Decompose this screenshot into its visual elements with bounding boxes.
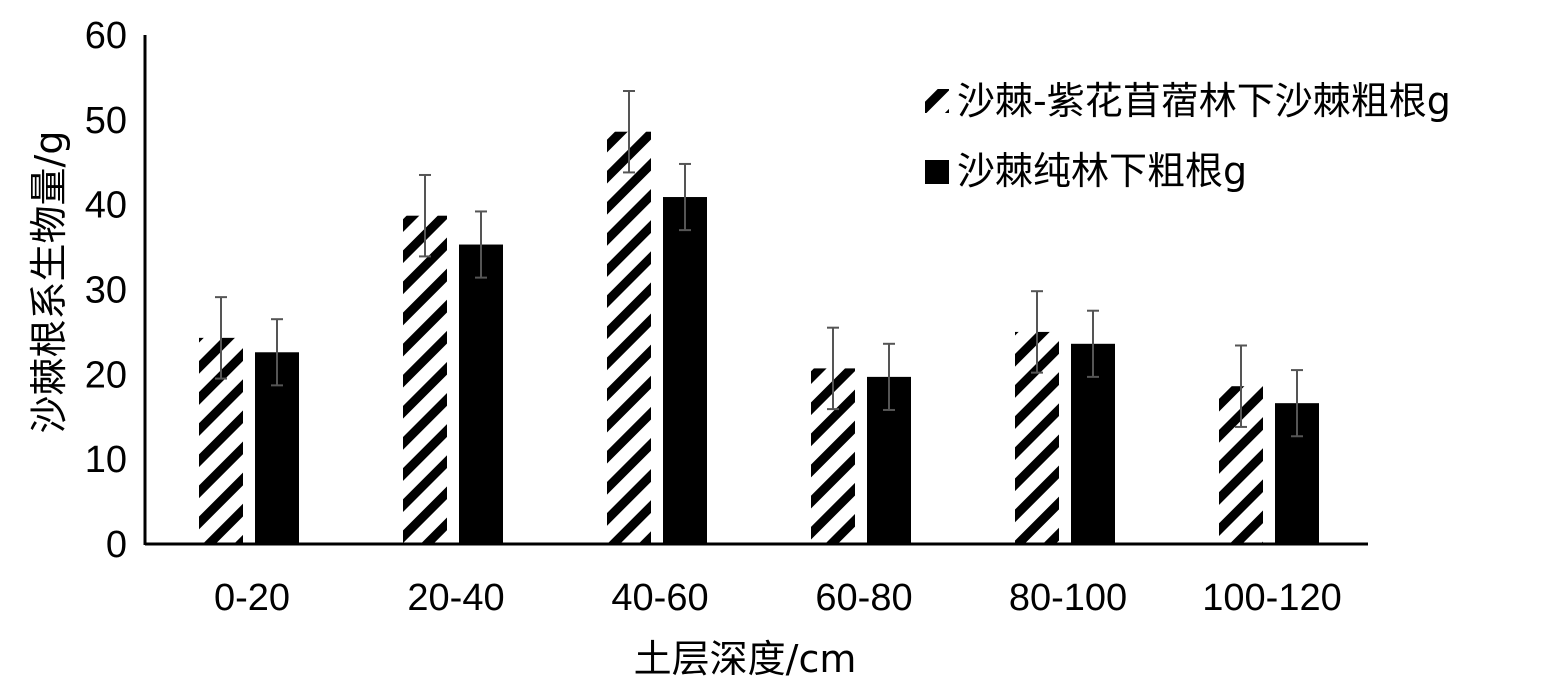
error-bar-mixed-stand	[827, 326, 839, 411]
error-bar-pure-stand	[883, 342, 895, 411]
y-tick-label: 30	[85, 270, 127, 312]
bar-pure-stand	[663, 197, 707, 544]
y-tick-label: 40	[85, 185, 127, 227]
x-tick-label: 0-20	[214, 577, 290, 619]
legend-swatch-hatched	[925, 89, 949, 113]
legend-label-mixed: 沙棘-紫花苜蓿林下沙棘粗根g	[957, 79, 1451, 123]
y-tick-label: 10	[85, 439, 127, 481]
error-bar-pure-stand	[679, 162, 691, 232]
y-tick-label: 60	[85, 15, 127, 57]
error-bar-mixed-stand	[1235, 344, 1247, 428]
legend: 沙棘-紫花苜蓿林下沙棘粗根g 沙棘纯林下粗根g	[925, 79, 1451, 193]
bar-pure-stand	[459, 244, 503, 544]
error-bar-mixed-stand	[1031, 290, 1043, 374]
plot-area	[199, 89, 1319, 544]
bar-mixed-stand	[403, 215, 447, 544]
axes	[143, 35, 1368, 546]
x-tick-label: 40-60	[611, 577, 708, 619]
bar-mixed-stand	[607, 131, 651, 544]
x-tick-labels: 0-20 20-40 40-60 60-80 80-100 100-120	[214, 577, 1342, 619]
y-tick-label: 0	[106, 524, 127, 566]
y-tick-labels: 0 10 20 30 40 50 60	[85, 15, 127, 566]
error-bar-pure-stand	[1291, 369, 1303, 438]
error-bar-pure-stand	[1087, 309, 1099, 378]
y-tick-label: 50	[85, 100, 127, 142]
x-axis-title: 土层深度/cm	[634, 637, 857, 681]
x-tick-label: 100-120	[1202, 577, 1341, 619]
error-bar-pure-stand	[475, 210, 487, 279]
legend-label-pure: 沙棘纯林下粗根g	[957, 149, 1247, 193]
x-tick-label: 60-80	[815, 577, 912, 619]
error-bar-mixed-stand	[419, 173, 431, 258]
x-tick-label: 20-40	[407, 577, 504, 619]
error-bar-pure-stand	[271, 318, 283, 387]
error-bar-mixed-stand	[215, 296, 227, 380]
y-axis-title: 沙棘根系生物量/g	[27, 131, 71, 434]
legend-swatch-solid	[925, 160, 949, 184]
error-bar-mixed-stand	[623, 89, 635, 174]
x-tick-label: 80-100	[1009, 577, 1127, 619]
y-tick-label: 20	[85, 354, 127, 396]
